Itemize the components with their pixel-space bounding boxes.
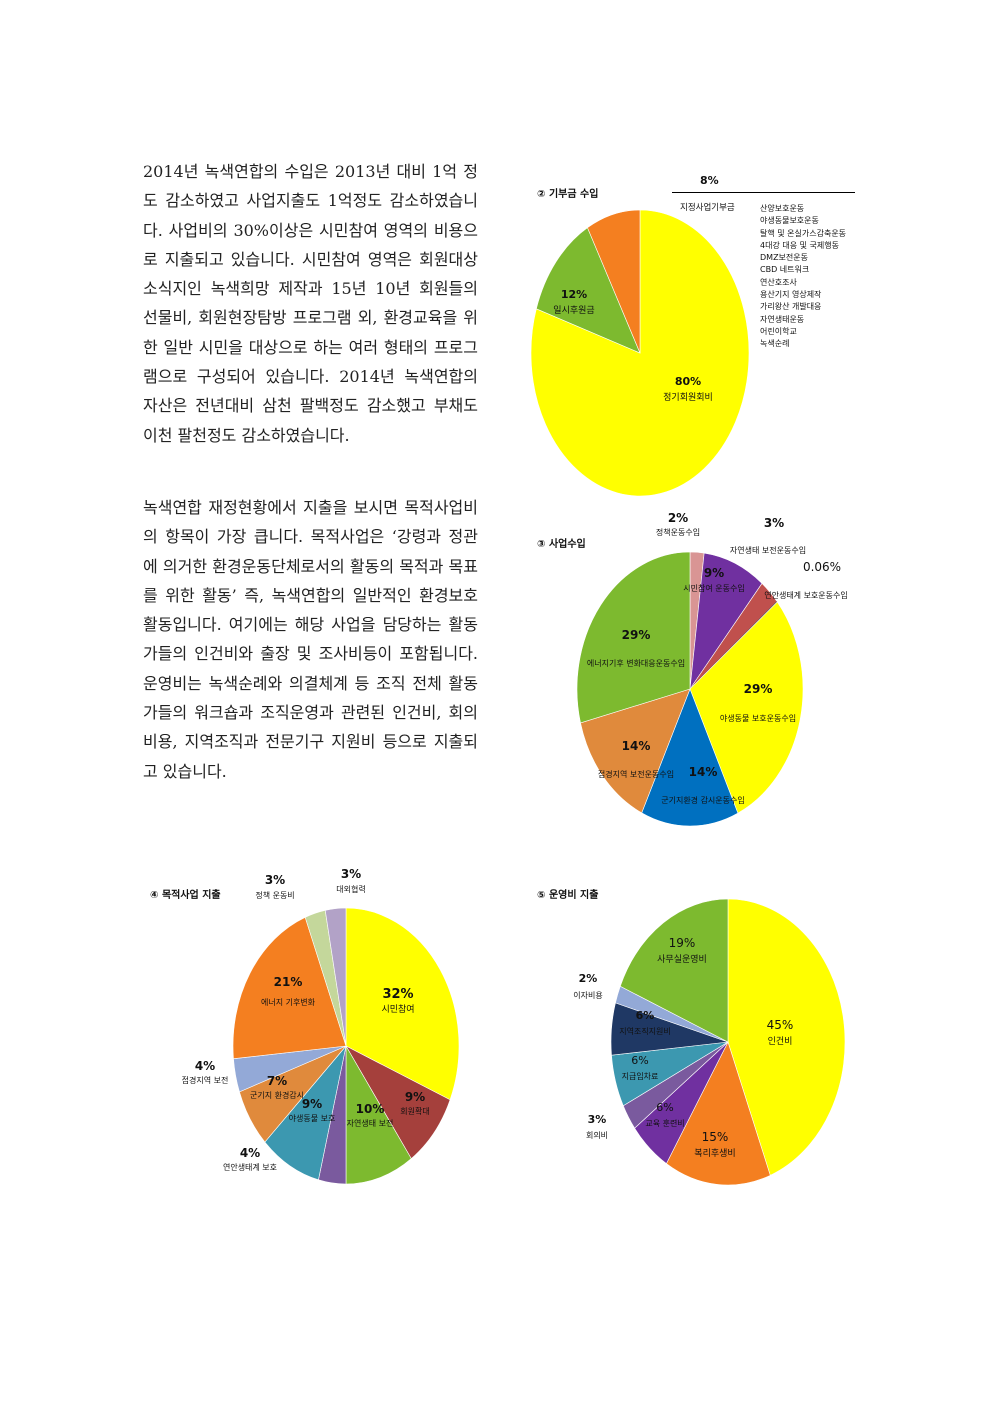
pie-slice (689, 582, 778, 690)
slice-label-military: 군기지 환경감시 (250, 1090, 304, 1100)
list-item: 4대강 대응 및 국제행동 (760, 240, 839, 250)
slice-label-labor: 인건비 (768, 1036, 793, 1047)
pie-slice (232, 916, 347, 1060)
pct-label-external: 3% (341, 867, 361, 881)
slice-label-designated: 지정사업기부금 (680, 203, 735, 213)
list-item: 산양보호운동 (760, 204, 805, 213)
pie-slice (666, 1041, 771, 1186)
list-item: 어린이학교 (760, 326, 797, 336)
slice-label-external: 대외협력 (336, 884, 365, 894)
list-item: 자연생태운동 (760, 314, 805, 324)
pie-slice (689, 601, 804, 814)
list-item: DMZ보전운동 (760, 253, 808, 263)
slice-label-border: 접경지역 보전 (182, 1075, 229, 1085)
pie-slice (727, 898, 846, 1176)
slice-label-wildlife-income: 야생동물 보호운동수입 (720, 713, 796, 723)
slice-label-text: 시민참여 운동수입 (683, 583, 744, 593)
pct-label-labor: 45% (767, 1018, 794, 1032)
pct-label-energy: 21% (274, 975, 303, 989)
pie-slice (345, 1044, 412, 1185)
chart-purpose-expense: 32% 시민참여 9% 회원확대 10% 자연생태 보전 4% 연안생태계 보호… (182, 867, 460, 1185)
slice-label-coastal-income: 연안생태계 보호운동수입 (764, 590, 848, 600)
pct-label-wildlife: 9% (302, 1097, 322, 1111)
pct-label-office: 19% (669, 936, 696, 950)
chart-title-donation: ② 기부금 수입 (537, 189, 599, 200)
pie-slice (345, 907, 460, 1101)
pct-label-policy-income: 2% (668, 511, 688, 525)
pct-label-citizen-income: 9% (704, 566, 724, 580)
chart-title-operating-expense: ⑤ 운영비 지출 (537, 890, 599, 901)
pct-label-policy: 3% (265, 873, 285, 887)
list-item: CBD 네트워크 (760, 265, 810, 275)
pie-slice (641, 688, 739, 827)
pct-label-meeting: 3% (588, 1113, 607, 1126)
list-item: 가리왕산 개발대응 (760, 302, 822, 312)
pct-label-citizen: 32% (382, 987, 413, 1002)
chart-title-project-income: ③ 사업수입 (537, 539, 586, 550)
body-paragraph-2: 녹색연합 재정현황에서 지출을 보시면 목적사업비의 항목이 가장 큽니다. 목… (143, 498, 478, 781)
pct-label-onetime: 12% (561, 288, 587, 301)
list-item: 야생동물보호운동 (760, 216, 819, 226)
pct-label-training: 6% (656, 1101, 673, 1114)
pct-label-members: 9% (405, 1090, 425, 1104)
pct-label-border: 4% (195, 1059, 215, 1073)
pct-label-interest: 2% (579, 972, 598, 985)
pie-slice (580, 688, 691, 814)
list-item: 탈핵 및 온실가스감축운동 (760, 228, 847, 238)
chart-title-purpose-expense: ④ 목적사업 지출 (150, 890, 221, 901)
slice-label-policy-income: 정책운동수입 (656, 527, 700, 537)
list-item: 연산호조사 (760, 277, 797, 287)
pct-label-nature: 10% (356, 1102, 385, 1116)
slice-label-citizen-income: 시민참여 운동수입 (683, 583, 744, 593)
pct-label-nature-income: 3% (764, 516, 784, 530)
slice-label-members: 회원확대 (400, 1106, 429, 1116)
pct-label-welfare: 15% (702, 1130, 729, 1144)
pct-label-coastal: 4% (240, 1146, 260, 1160)
pie-slice (324, 907, 347, 1047)
slice-label-regular-dues: 정기회원회비 (663, 392, 713, 403)
slice-label-nature-income: 자연생태 보전운동수입 (730, 545, 806, 555)
slice-label-wildlife: 야생동물 보호 (289, 1113, 336, 1123)
pct-label-designated: 8% (700, 174, 719, 187)
pie-slice (587, 209, 641, 354)
slice-label-meeting: 회의비 (586, 1130, 608, 1140)
chart-operating-expense: 45% 인건비 15% 복리후생비 6% 교육 훈련비 3% 회의비 6% 지급… (573, 898, 846, 1186)
slice-label-energy: 에너지 기후변화 (261, 997, 316, 1007)
pie-slice (619, 898, 729, 1043)
pct-label-military: 7% (267, 1074, 287, 1088)
list-item: 용산기지 영상제작 (760, 290, 822, 300)
body-paragraph-1: 2014년 녹색연합의 수입은 2013년 대비 1억 정도 감소하였고 사업지… (143, 162, 478, 445)
slice-label-regional: 지역조직지원비 (619, 1026, 671, 1036)
pct-label-energy-income: 29% (622, 628, 651, 642)
slice-label-energy-income: 에너지기후 변화대응운동수입 (587, 658, 685, 668)
slice-label-onetime: 일시후원금 (553, 305, 594, 316)
pct-label-regional: 6% (636, 1009, 655, 1022)
pct-label-military-income: 14% (689, 765, 718, 779)
slice-label-nature: 자연생태 보전 (347, 1118, 394, 1128)
pct-label-regular-dues: 80% (675, 375, 701, 388)
pct-label-wildlife-income: 29% (744, 682, 773, 696)
pct-label-rent: 6% (631, 1054, 648, 1067)
slice-label-policy: 정책 운동비 (255, 890, 294, 900)
legend-rule (672, 192, 855, 193)
slice-label-border-income: 접경지역 보전운동수입 (598, 769, 674, 779)
designated-donation-list: 산양보호운동 야생동물보호운동 탈핵 및 온실가스감축운동 4대강 대응 및 국… (760, 203, 846, 351)
pie-slice (535, 227, 641, 354)
slice-label-citizen: 시민참여 (381, 1003, 414, 1015)
pie-slice (576, 551, 691, 724)
slice-label-rent: 지급임차료 (622, 1072, 659, 1081)
slice-label-coastal: 연안생태계 보호 (223, 1162, 277, 1172)
slice-label-welfare: 복리후생비 (694, 1148, 735, 1159)
list-item: 녹색순례 (760, 339, 790, 349)
slice-label-interest: 이자비용 (573, 990, 602, 1000)
pct-label-border-income: 14% (622, 739, 651, 753)
slice-label-military-income: 군기지환경 감시운동수입 (661, 795, 745, 805)
pct-label-coastal-income: 0.06% (803, 560, 841, 574)
chart-project-income: 2% 정책운동수입 9% 시민참여 운동수입 3% 자연생태 보전운동수입 0.… (576, 511, 848, 827)
chart-donation: 80% 정기회원회비 12% 일시후원금 (530, 209, 750, 497)
slice-label-office: 사무실운영비 (657, 954, 707, 965)
slice-label-training: 교육 훈련비 (645, 1118, 684, 1128)
